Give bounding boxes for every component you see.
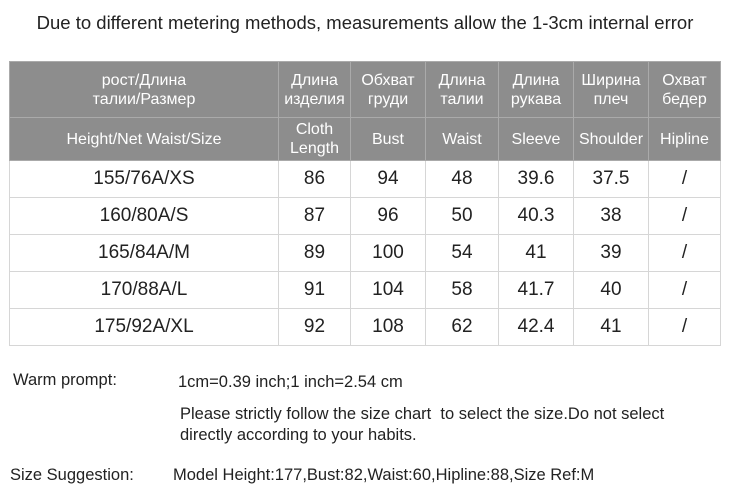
cell: 42.4 [498,308,574,346]
cell: 160/80A/S [9,197,279,235]
cell: Длина рукава [498,61,574,118]
conversion: 1cm=0.39 inch;1 inch=2.54 cm [178,373,403,391]
title: Due to different metering methods, measu… [36,12,694,33]
cell: Bust [350,117,426,161]
header-row: рост/Длина талии/Размер Длина изделия Обхв… [9,61,721,118]
cell: 155/76A/XS [9,160,279,198]
cell: 41 [498,234,574,272]
cell: 39.6 [498,160,574,198]
size-table: рост/Длина талии/Размер Длина изделия Обхв… [9,61,721,346]
cell: / [648,160,721,198]
cell: 48 [425,160,499,198]
cell: Cloth Length [278,117,351,161]
warm-prompt-label: Warm prompt: [13,371,117,389]
cell: 41.7 [498,271,574,309]
cell: 58 [425,271,499,309]
cell: 165/84A/M [9,234,279,272]
cell: Hipline [648,117,721,161]
cell: 87 [278,197,351,235]
cell: 91 [278,271,351,309]
cell: Длина талии [425,61,499,118]
cell: Длина изделия [278,61,351,118]
table-body: рост/Длина талии/Размер Длина изделия Обхв… [9,61,721,346]
cell: 175/92A/XL [9,308,279,346]
cell: 39 [573,234,649,272]
cell: рост/Длина талии/Размер [9,61,279,118]
cell: / [648,234,721,272]
header-row: Height/Net Waist/Size Cloth Length Bust Wai… [9,117,721,161]
cell: 94 [350,160,426,198]
cell: / [648,197,721,235]
data-row: 170/88A/L 91 104 58 41.7 40/ [9,271,721,309]
cell: Shoulder [573,117,649,161]
cell: 92 [278,308,351,346]
data-row: 160/80A/S 87 96 50 40.3 38/ [9,197,721,235]
cell: 62 [425,308,499,346]
cell: 38 [573,197,649,235]
cell: Обхват груди [350,61,426,118]
cell: / [648,271,721,309]
suggestion: Model Height:177,Bust:82,Waist:60,Hiplin… [173,466,595,484]
cell: 40.3 [498,197,574,235]
cell: 96 [350,197,426,235]
data-row: 165/84A/M 89 100 54 41 39/ [9,234,721,272]
cell: 170/88A/L [9,271,279,309]
cell: 54 [425,234,499,272]
cell: / [648,308,721,346]
cell: 41 [573,308,649,346]
cell: 89 [278,234,351,272]
cell: 104 [350,271,426,309]
cell: 108 [350,308,426,346]
cell: Sleeve [498,117,574,161]
cell: Waist [425,117,499,161]
cell: Height/Net Waist/Size [9,117,279,161]
data-row: 175/92A/XL 92 108 62 42.4 41/ [9,308,721,346]
advice: Please strictly follow the size chart to… [180,405,669,444]
cell: Ширина плеч [573,61,649,118]
cell: 37.5 [573,160,649,198]
cell: 100 [350,234,426,272]
cell: Охват бедер [648,61,721,118]
cell: 86 [278,160,351,198]
suggestion-label: Size Suggestion: [10,466,134,484]
data-row: 155/76A/XS 86 94 48 39.6 37.5/ [9,160,721,198]
cell: 40 [573,271,649,309]
cell: 50 [425,197,499,235]
